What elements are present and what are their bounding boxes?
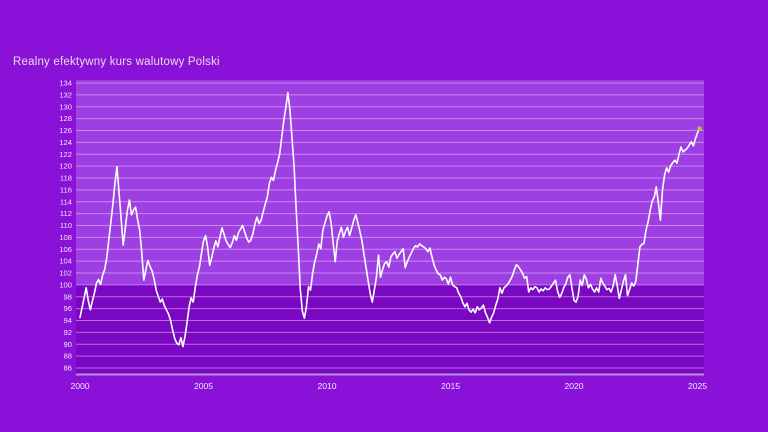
y-tick-label: 98: [64, 292, 72, 301]
y-tick-label: 132: [59, 90, 72, 99]
y-tick-label: 134: [59, 79, 72, 88]
y-tick-label: 122: [59, 150, 72, 159]
y-tick-label: 110: [60, 221, 72, 230]
series-end-marker: [697, 126, 702, 131]
y-tick-label: 86: [64, 364, 72, 373]
y-tick-label: 90: [64, 340, 72, 349]
y-tick-label: 112: [60, 209, 72, 218]
y-tick-label: 96: [64, 304, 72, 313]
x-tick-label: 2000: [70, 381, 89, 391]
y-tick-label: 118: [60, 174, 72, 183]
x-tick-label: 2025: [688, 381, 707, 391]
y-tick-label: 104: [59, 257, 72, 266]
y-tick-label: 108: [59, 233, 72, 242]
y-tick-label: 102: [59, 269, 72, 278]
y-tick-label: 100: [59, 280, 72, 289]
plot-band-above-100: [76, 80, 704, 285]
x-tick-label: 2010: [317, 381, 336, 391]
series-line[interactable]: [79, 91, 701, 348]
y-tick-label: 120: [59, 162, 72, 171]
chart-title: Realny efektywny kurs walutowy Polski: [13, 56, 220, 68]
x-tick-label: 2005: [194, 381, 213, 391]
plot-band-below-100: [76, 284, 704, 374]
y-tick-label: 94: [64, 316, 72, 325]
y-tick-label: 106: [59, 245, 72, 254]
y-tick-label: 124: [59, 138, 72, 147]
y-tick-label: 88: [64, 352, 72, 361]
x-tick-label: 2015: [441, 381, 460, 391]
y-tick-label: 116: [60, 185, 72, 194]
y-tick-label: 114: [60, 197, 72, 206]
y-tick-label: 92: [64, 328, 72, 337]
x-tick-label: 2020: [564, 381, 583, 391]
x-axis-line: [76, 373, 704, 376]
y-tick-label: 128: [59, 114, 72, 123]
y-tick-label: 126: [59, 126, 72, 135]
y-tick-label: 130: [59, 102, 72, 111]
